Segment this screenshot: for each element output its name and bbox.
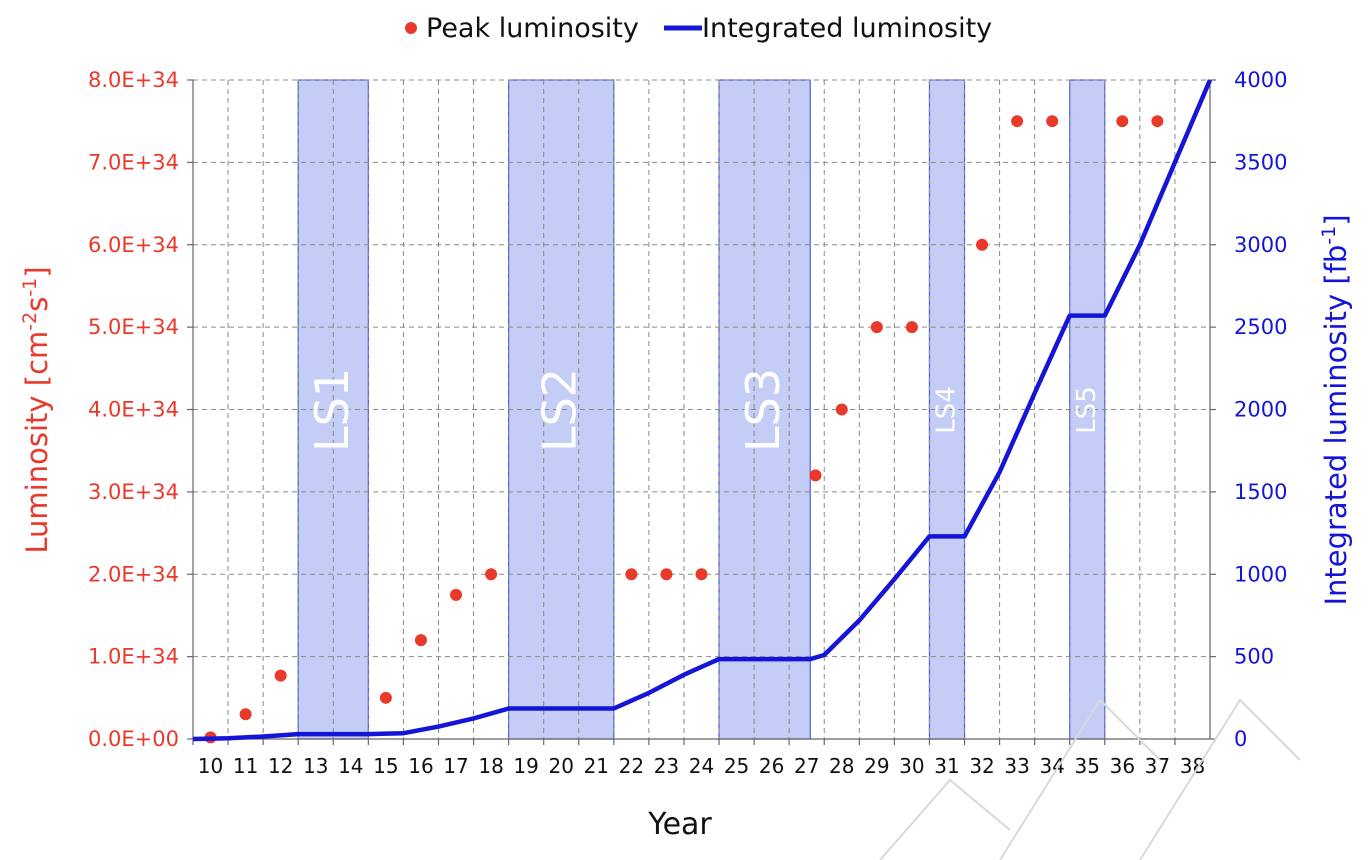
grid [193, 79, 1210, 739]
shutdown-label-ls3: LS3 [736, 368, 790, 452]
axes [187, 79, 1216, 745]
y-right-tick-label: 1000 [1234, 562, 1287, 586]
y-left-tick-label: 6.0E+34 [88, 233, 179, 257]
x-tick-label: 12 [268, 754, 293, 778]
y-right-title-sup: -1 [1318, 226, 1340, 245]
peak-luminosity-point [905, 321, 918, 334]
x-tick-label: 11 [233, 754, 258, 778]
y-left-title-main: Luminosity [cm [20, 331, 54, 554]
y-right-title-end: ] [1319, 214, 1353, 225]
x-tick-label: 19 [513, 754, 538, 778]
x-tick-label: 18 [478, 754, 503, 778]
peak-luminosity-point [1116, 115, 1129, 128]
y-right-tick-label: 3000 [1234, 233, 1287, 257]
integrated-luminosity-line [192, 79, 1213, 742]
peak-luminosity-point [870, 321, 883, 334]
shutdown-label-ls2: LS2 [533, 368, 587, 452]
peak-luminosity-point [1046, 115, 1059, 128]
y-axis-left-title: Luminosity [cm-2s-1] [19, 266, 54, 553]
y-right-tick-label: 4000 [1234, 68, 1287, 92]
x-tick-label: 33 [1004, 754, 1029, 778]
x-tick-label: 20 [548, 754, 573, 778]
y-left-title-mid: s [20, 297, 54, 312]
x-tick-label: 34 [1039, 754, 1064, 778]
x-tick-label: 16 [408, 754, 433, 778]
peak-luminosity-point [1011, 115, 1024, 128]
y-left-title-sup1: -2 [19, 312, 41, 331]
peak-luminosity-point [485, 568, 498, 581]
y-right-tick-label: 0 [1234, 727, 1247, 751]
x-tick-label: 32 [969, 754, 994, 778]
y-left-tick-label: 4.0E+34 [88, 398, 179, 422]
x-tick-label: 10 [198, 754, 223, 778]
y-left-tick-label: 1.0E+34 [88, 645, 179, 669]
x-tick-label: 26 [759, 754, 784, 778]
peak-luminosity-point [809, 469, 822, 482]
x-tick-label: 15 [373, 754, 398, 778]
y-right-tick-label: 2500 [1234, 315, 1287, 339]
x-tick-label: 28 [829, 754, 854, 778]
peak-luminosity-point [835, 403, 848, 416]
x-tick-label: 27 [794, 754, 819, 778]
x-tick-label: 22 [619, 754, 644, 778]
x-tick-label: 30 [899, 754, 924, 778]
y-left-tick-label: 3.0E+34 [88, 480, 179, 504]
x-tick-label: 14 [338, 754, 363, 778]
y-axis-right-title: Integrated luminosity [fb-1] [1318, 214, 1353, 605]
tick-labels: 0.0E+00 1.0E+34 2.0E+34 3.0E+34 4.0E+34 5.0E+… [88, 68, 1287, 778]
legend-integrated-label: Integrated luminosity [702, 13, 992, 44]
peak-luminosity-point [660, 568, 673, 581]
x-tick-label: 23 [654, 754, 679, 778]
y-left-tick-label: 0.0E+00 [88, 727, 179, 751]
peak-luminosity-point [450, 588, 463, 601]
y-right-tick-label: 1500 [1234, 480, 1287, 504]
shutdown-label-ls5: LS5 [1072, 386, 1102, 434]
x-tick-label: 35 [1075, 754, 1100, 778]
peak-luminosity-point [274, 669, 287, 682]
legend-peak-marker [405, 22, 417, 34]
x-tick-label: 17 [443, 754, 468, 778]
shutdown-labels: LS1 LS2 LS3 LS4 LS5 [305, 368, 1102, 452]
x-tick-label: 25 [724, 754, 749, 778]
series [192, 79, 1213, 744]
y-left-tick-label: 2.0E+34 [88, 562, 179, 586]
y-left-tick-label: 7.0E+34 [88, 150, 179, 174]
y-left-tick-label: 5.0E+34 [88, 315, 179, 339]
shutdown-label-ls1: LS1 [305, 368, 359, 452]
x-tick-label: 31 [934, 754, 959, 778]
peak-luminosity-point [414, 634, 427, 647]
x-axis-title: Year [647, 807, 712, 842]
y-right-tick-label: 500 [1234, 645, 1274, 669]
peak-luminosity-point [695, 568, 708, 581]
shutdown-label-ls4: LS4 [931, 386, 961, 434]
x-tick-label: 24 [689, 754, 714, 778]
y-left-title-sup2: -1 [19, 278, 41, 297]
y-right-tick-label: 3500 [1234, 150, 1287, 174]
x-tick-label: 21 [584, 754, 609, 778]
x-tick-label: 36 [1110, 754, 1135, 778]
peak-luminosity-point [239, 708, 252, 721]
watermark-outline [879, 698, 1301, 860]
y-left-tick-label: 8.0E+34 [88, 68, 179, 92]
x-tick-label: 13 [303, 754, 328, 778]
peak-luminosity-point [379, 691, 392, 704]
y-right-title-main: Integrated luminosity [fb [1319, 245, 1353, 606]
peak-luminosity-point [976, 238, 989, 251]
x-tick-label: 29 [864, 754, 889, 778]
legend-peak-label: Peak luminosity [426, 13, 639, 44]
peak-luminosity-point [625, 568, 638, 581]
legend: Peak luminosity Integrated luminosity [405, 13, 992, 44]
x-tick-label: 38 [1180, 754, 1205, 778]
y-right-tick-label: 2000 [1234, 398, 1287, 422]
y-left-title-end: ] [20, 266, 54, 277]
peak-luminosity-point [1151, 115, 1164, 128]
